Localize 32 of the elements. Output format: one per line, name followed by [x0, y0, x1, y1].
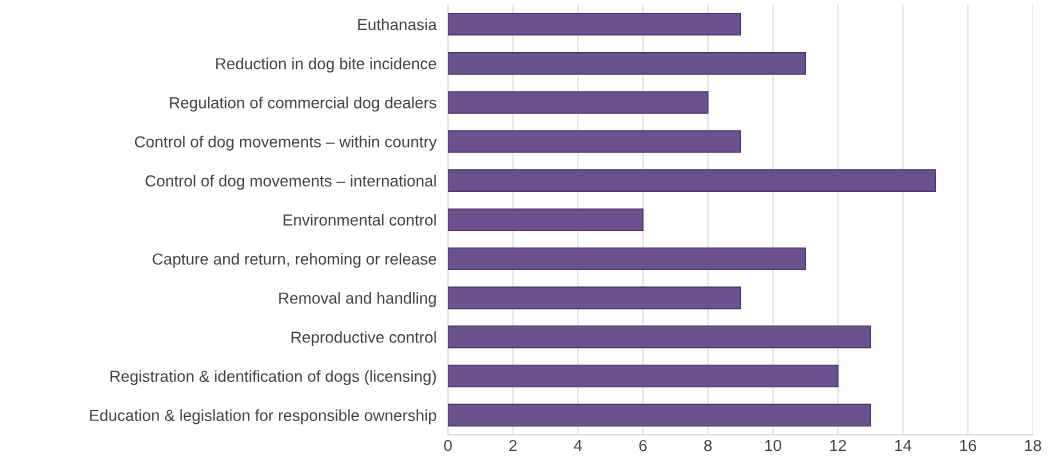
bar [447, 12, 741, 36]
x-tick-label: 8 [704, 439, 712, 452]
y-tick-label: Education & legislation for responsible ownership [90, 409, 437, 425]
x-tick-label: 10 [765, 439, 782, 452]
y-tick-label: Reduction in dog bite incidence [216, 57, 437, 73]
y-tick-label: Environmental control [283, 213, 436, 226]
y-tick-label: Control of dog movements – international [145, 174, 436, 190]
bar [447, 91, 709, 114]
bar [447, 52, 806, 75]
y-tick-label: Euthanasia [358, 18, 437, 31]
x-tick-label: 0 [444, 439, 452, 452]
bar [447, 247, 806, 271]
y-tick-label: Capture and return, rehoming or release [152, 252, 437, 268]
x-tick-label: 12 [830, 439, 847, 452]
bar [447, 208, 644, 231]
x-tick-label: 2 [509, 439, 517, 452]
x-tick-label: 4 [573, 440, 582, 452]
bar [447, 169, 936, 192]
y-tick-label: Registration & identification of dogs (licensing) [110, 370, 436, 386]
x-tick-label: 16 [960, 439, 977, 452]
y-tick-label: Removal and handling [279, 292, 436, 307]
x-tick-label: 6 [639, 439, 647, 452]
bar [447, 364, 839, 388]
bar [447, 403, 871, 427]
x-tick-label: 14 [895, 440, 912, 452]
y-tick-label: Regulation of commercial dog dealers [170, 96, 437, 112]
y-tick-label: Reproductive control [291, 331, 436, 347]
x-tick-label: 18 [1025, 439, 1042, 452]
bar [447, 286, 741, 310]
bar [447, 130, 741, 153]
y-tick-label: Control of dog movements – within country [134, 135, 437, 151]
bar [447, 325, 871, 349]
